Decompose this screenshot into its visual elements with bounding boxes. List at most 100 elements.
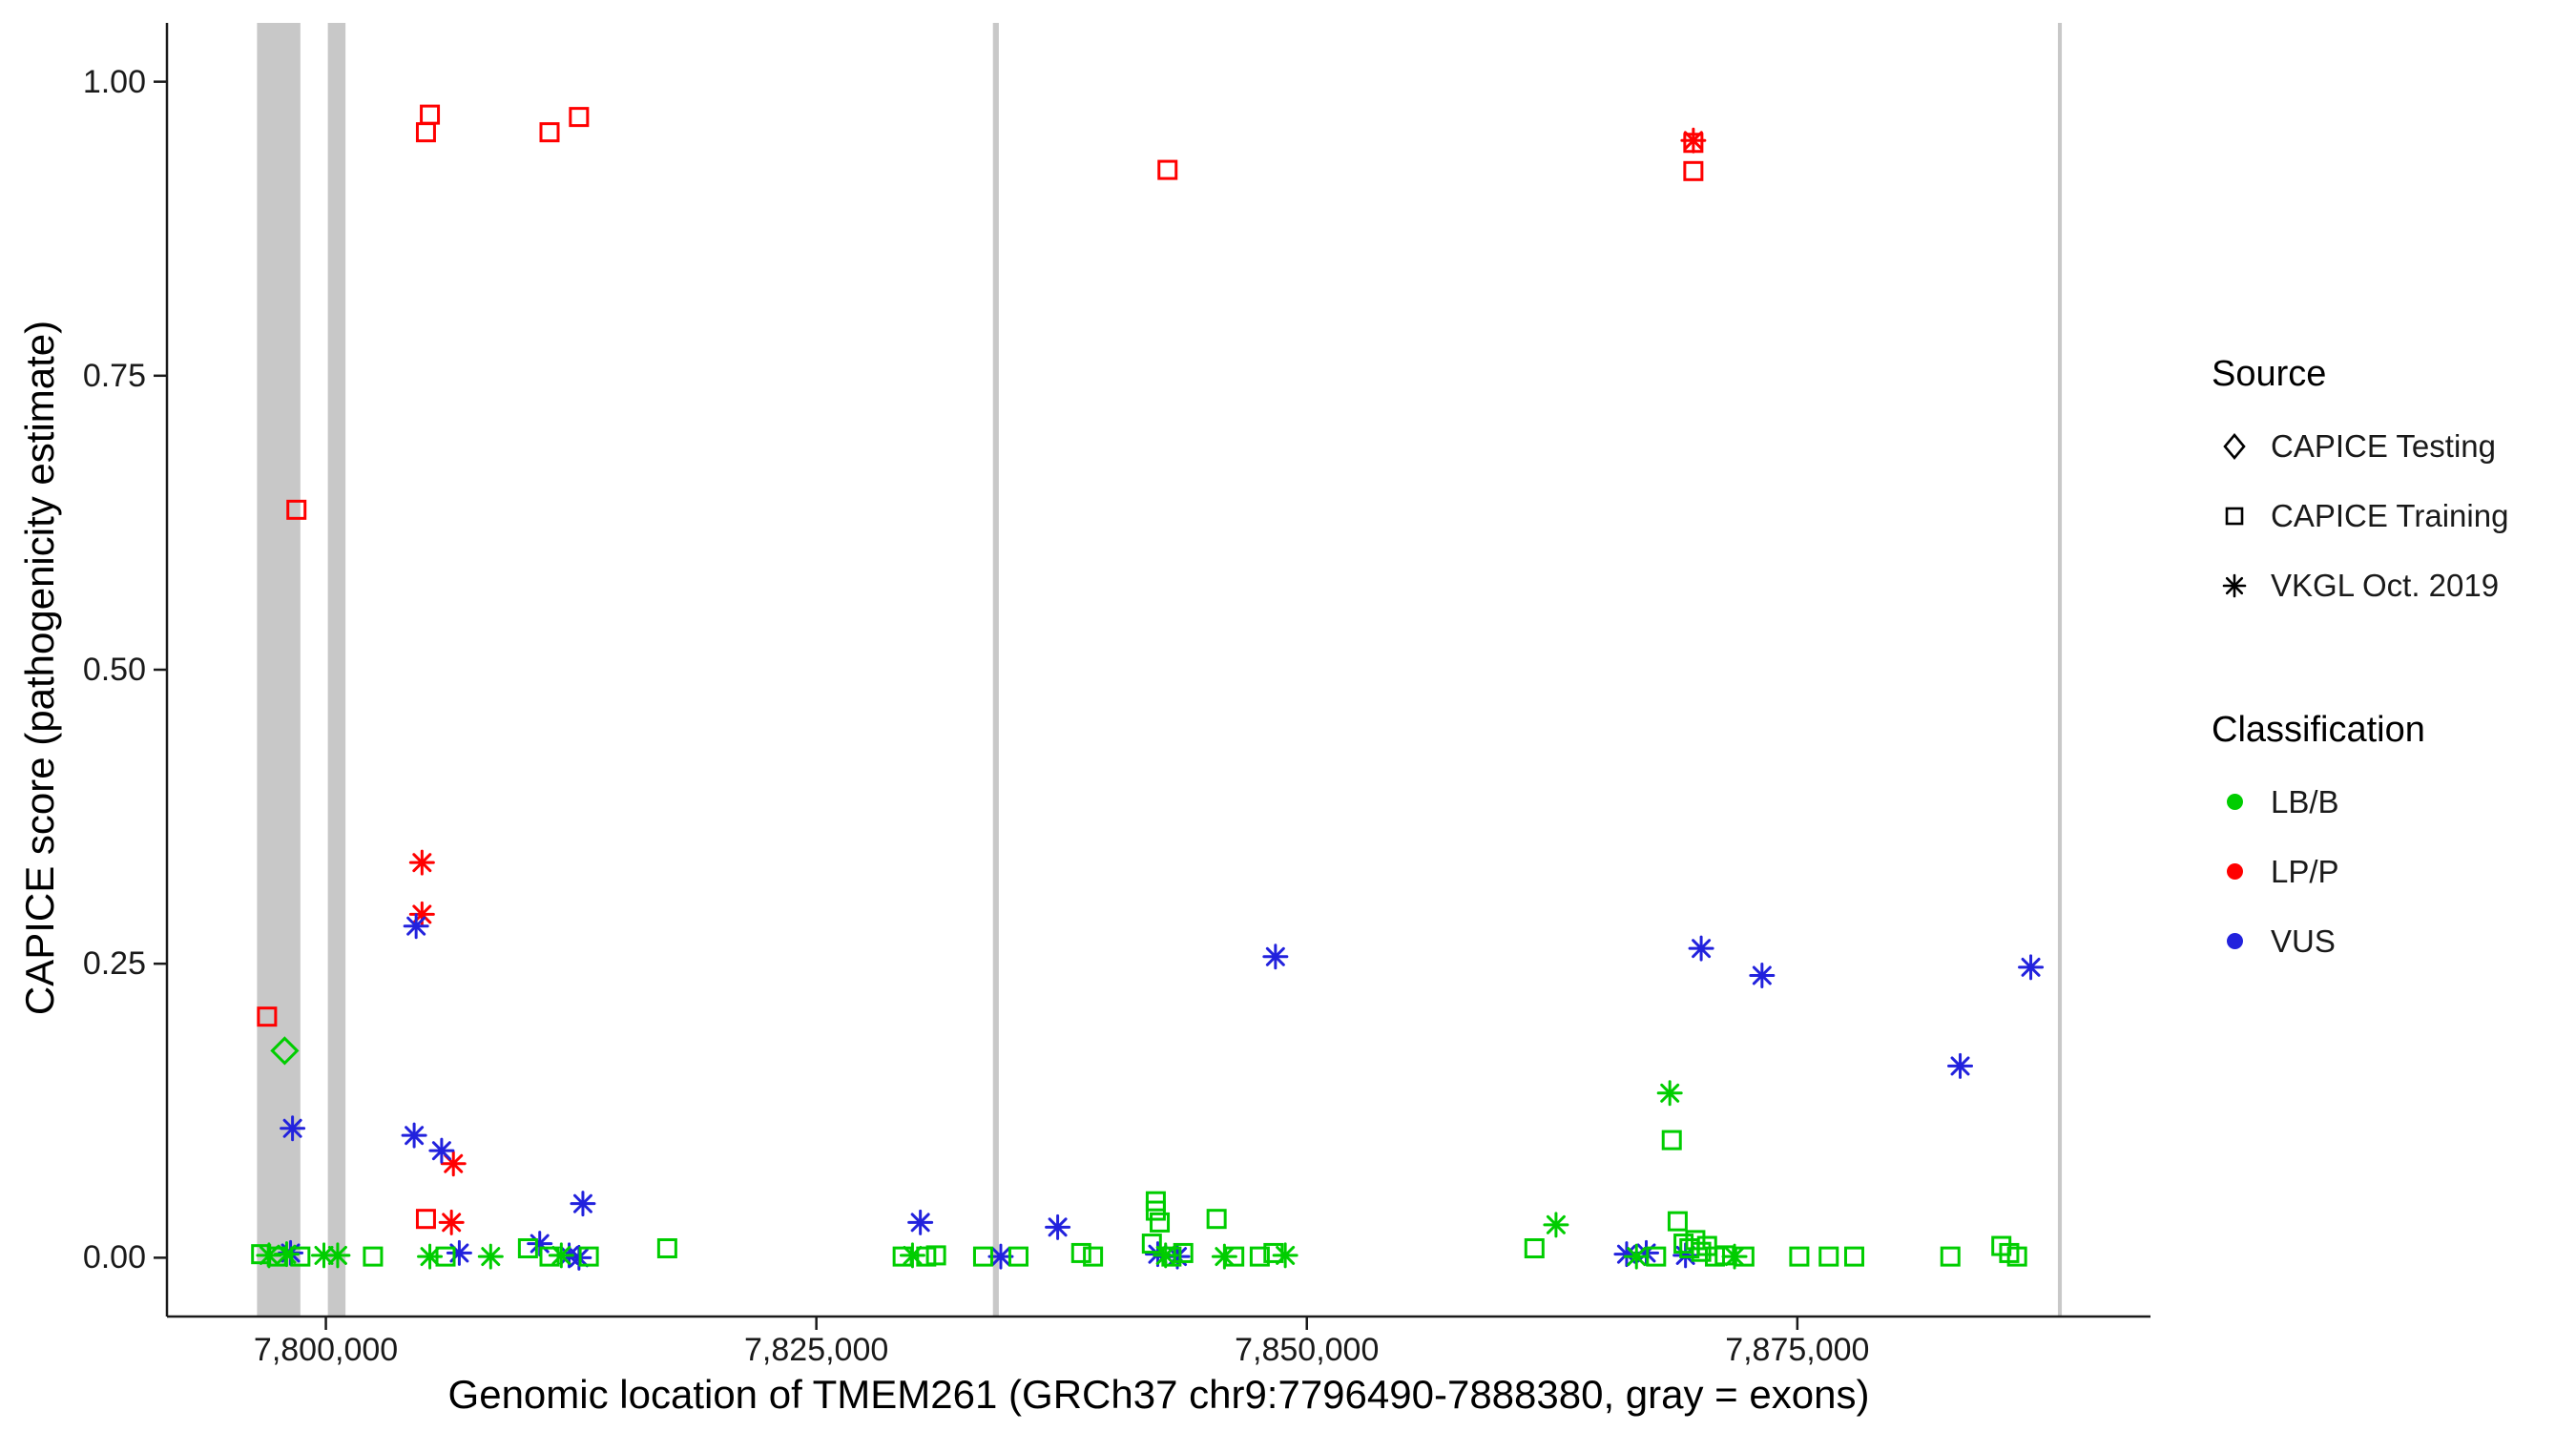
y-tick-label: 1.00	[82, 63, 146, 100]
x-tick-label: 7,800,000	[253, 1332, 399, 1368]
data-point-square	[539, 122, 560, 143]
data-point-square	[569, 107, 590, 128]
exon-region	[2057, 23, 2063, 1317]
data-point-asterisk	[1045, 1213, 1071, 1240]
data-point-asterisk	[280, 1115, 306, 1142]
data-point-square	[1224, 1246, 1245, 1267]
data-point-asterisk	[1680, 127, 1707, 154]
lbb-color-dot-icon	[2212, 781, 2257, 823]
diamond-marker-icon	[2212, 425, 2257, 467]
legend-item-label: CAPICE Testing	[2271, 427, 2496, 464]
data-point-asterisk	[1262, 944, 1289, 970]
x-axis-title: Genomic location of TMEM261 (GRCh37 chr9…	[447, 1372, 1870, 1417]
data-point-square	[656, 1238, 677, 1259]
data-point-square	[290, 1246, 311, 1267]
legend: Source CAPICE Testing CAPICE Training	[2212, 351, 2576, 985]
data-point-square	[1685, 1230, 1706, 1251]
legend-item-capice-testing: CAPICE Testing	[2212, 420, 2576, 472]
data-point-square	[415, 1209, 436, 1230]
data-point-square	[1683, 160, 1704, 181]
data-point-asterisk	[324, 1242, 351, 1269]
data-point-asterisk	[570, 1191, 596, 1217]
data-point-diamond	[270, 1036, 300, 1066]
legend-item-label: CAPICE Training	[2271, 497, 2509, 533]
data-point-square	[1734, 1246, 1755, 1267]
legend-item-vkgl: VKGL Oct. 2019	[2212, 559, 2576, 612]
data-point-asterisk	[1543, 1212, 1569, 1238]
x-tick-label: 7,875,000	[1725, 1332, 1870, 1368]
data-point-asterisk	[1272, 1242, 1298, 1269]
data-point-square	[1940, 1246, 1961, 1267]
legend-item-lpp: LP/P	[2212, 845, 2576, 898]
data-point-asterisk	[477, 1243, 504, 1270]
vus-color-dot-icon	[2212, 921, 2257, 963]
data-point-square	[1524, 1238, 1545, 1259]
data-point-square	[2006, 1246, 2027, 1267]
data-point-asterisk	[401, 1122, 427, 1149]
data-point-asterisk	[446, 1239, 472, 1266]
asterisk-marker-icon	[2212, 565, 2257, 607]
data-point-square	[1206, 1209, 1227, 1230]
data-point-square	[286, 499, 307, 520]
y-tick-label: 0.00	[82, 1239, 146, 1276]
data-point-asterisk	[428, 1137, 455, 1164]
legend-source-title: Source	[2212, 354, 2327, 394]
x-tick-label: 7,825,000	[744, 1332, 889, 1368]
data-point-square	[435, 1246, 456, 1267]
data-point-square	[1150, 1212, 1171, 1233]
data-point-asterisk	[548, 1242, 574, 1269]
data-point-square	[1661, 1130, 1682, 1151]
data-point-square	[1008, 1246, 1028, 1267]
data-point-square	[1667, 1211, 1688, 1232]
legend-item-capice-training: CAPICE Training	[2212, 489, 2576, 542]
data-point-asterisk	[1688, 935, 1714, 962]
data-point-square	[1843, 1246, 1864, 1267]
square-marker-icon	[2212, 495, 2257, 537]
legend-classification-title: Classification	[2212, 710, 2425, 750]
x-tick-label: 7,850,000	[1235, 1332, 1380, 1368]
data-point-square	[1691, 1241, 1712, 1262]
data-point-asterisk	[1656, 1080, 1683, 1107]
y-tick-label: 0.75	[82, 357, 146, 394]
legend-item-lbb: LB/B	[2212, 776, 2576, 828]
data-point-square	[1789, 1246, 1810, 1267]
legend-item-vus: VUS	[2212, 915, 2576, 967]
data-point-square	[517, 1238, 538, 1259]
legend-item-label: VUS	[2271, 923, 2336, 959]
data-point-square	[1083, 1246, 1104, 1267]
exon-region	[327, 23, 346, 1317]
data-point-square	[1145, 1200, 1166, 1221]
y-tick-label: 0.50	[82, 652, 146, 688]
data-point-square	[972, 1246, 993, 1267]
data-point-square	[578, 1246, 599, 1267]
data-point-asterisk	[1153, 1242, 1179, 1269]
data-point-square	[363, 1246, 384, 1267]
legend-item-label: LP/P	[2271, 853, 2339, 889]
data-point-square	[1157, 159, 1178, 180]
data-point-square	[1141, 1234, 1162, 1255]
data-point-square	[1161, 1246, 1182, 1267]
data-point-asterisk	[408, 849, 435, 876]
data-point-asterisk	[403, 913, 429, 940]
data-point-square	[420, 104, 441, 125]
data-point-square	[257, 1006, 278, 1027]
data-point-asterisk	[1623, 1243, 1650, 1270]
data-point-square	[1249, 1246, 1270, 1267]
data-point-square	[415, 122, 436, 143]
data-point-square	[1646, 1246, 1667, 1267]
data-point-asterisk	[438, 1209, 465, 1235]
data-point-asterisk	[1749, 963, 1776, 989]
legend-item-label: LB/B	[2271, 783, 2339, 819]
data-point-square	[925, 1245, 946, 1266]
y-tick-label: 0.25	[82, 945, 146, 983]
data-point-asterisk	[1947, 1052, 1974, 1079]
data-point-asterisk	[2018, 954, 2045, 981]
exon-region	[257, 23, 301, 1317]
exon-region	[992, 23, 999, 1317]
lpp-color-dot-icon	[2212, 851, 2257, 893]
data-point-square	[1818, 1246, 1839, 1267]
data-point-square	[1173, 1242, 1194, 1263]
data-point-asterisk	[987, 1243, 1014, 1270]
